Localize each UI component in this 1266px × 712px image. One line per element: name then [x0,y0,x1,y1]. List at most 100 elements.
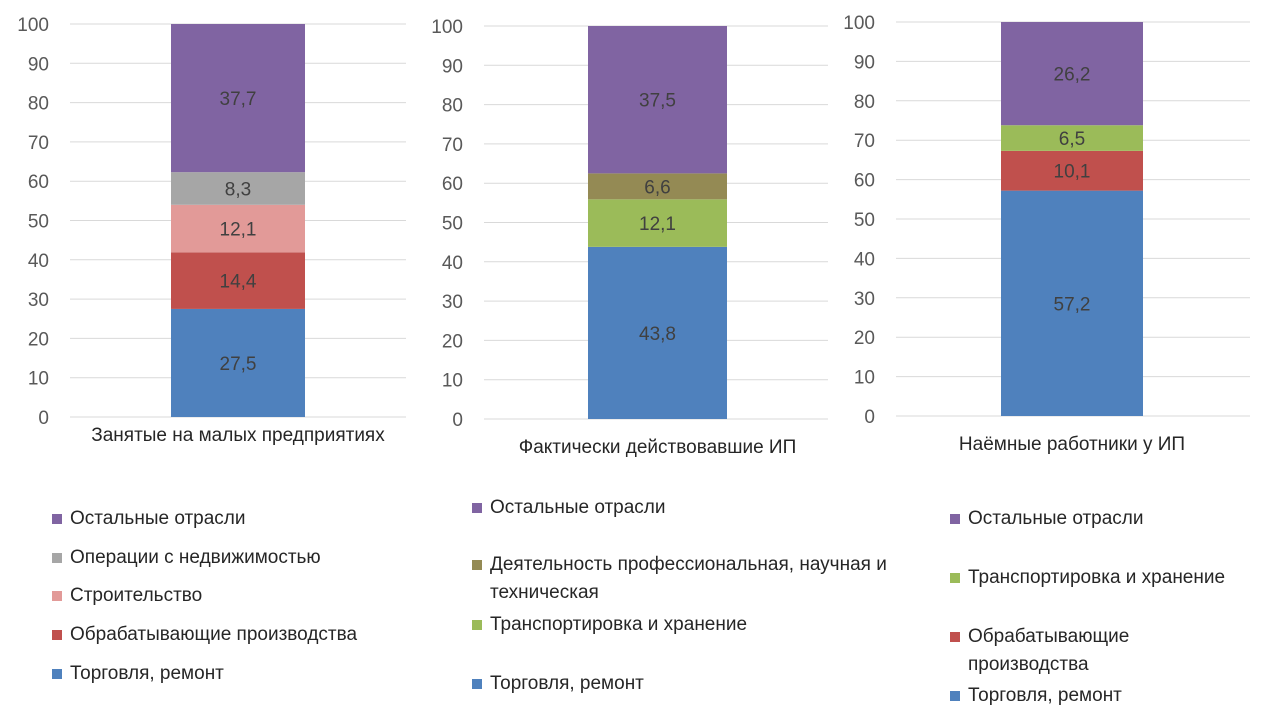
data-label: 57,2 [1054,294,1091,315]
legend-label: Торговля, ремонт [70,663,224,684]
bar-segment-0 [171,308,305,417]
y-tick-label: 70 [28,133,49,154]
y-tick-label: 0 [452,410,463,431]
legend-item: Строительство [52,582,412,610]
y-tick-label: 0 [38,408,49,429]
y-tick-label: 20 [854,328,875,349]
legend-swatch [950,691,960,701]
data-label: 37,5 [639,91,676,112]
y-tick-label: 80 [28,94,49,115]
legend-item: Операции с недвижимостью [52,544,412,572]
legend-swatch [52,669,62,679]
legend-swatch [950,514,960,524]
chart-panel-0: 0 10 20 30 40 50 60 70 80 90 100 27,5 14,4 12,1 8,3 37,… [17,15,406,446]
y-tick-label: 100 [843,13,875,34]
y-tick-label: 90 [854,52,875,73]
legend-swatch [52,591,62,601]
y-tick-label: 30 [28,290,49,311]
bar-segment-2 [171,204,305,253]
data-label: 37,7 [220,89,257,110]
legend-swatch [472,620,482,630]
data-label: 27,5 [220,354,257,375]
legend-label: Остальные отрасли [70,508,246,529]
data-label: 14,4 [220,272,257,293]
bar-segment-0 [1001,190,1143,416]
bar-segment-4 [171,24,305,173]
bar-segment-3 [1001,22,1143,126]
y-tick-label: 60 [442,174,463,195]
legend-swatch [472,503,482,513]
y-tick-label: 50 [854,210,875,231]
y-tick-label: 70 [442,135,463,156]
legend-swatch [52,630,62,640]
y-tick-label: 90 [442,56,463,77]
legend-label: Строительство [70,585,203,606]
y-tick-label: 40 [854,249,875,270]
legend-label: Обрабатывающие производства [70,624,358,645]
category-label: Занятые на малых предприятиях [91,425,385,446]
data-label: 8,3 [225,179,251,200]
category-label: Наёмные работники у ИП [959,434,1185,455]
data-label: 26,2 [1054,65,1091,86]
data-label: 12,1 [220,220,257,241]
data-label: 43,8 [639,324,676,345]
legend-label: Торговля, ремонт [490,673,644,694]
y-tick-label: 10 [442,371,463,392]
legend-item: Торговля, ремонт [472,670,912,698]
y-tick-label: 10 [28,369,49,390]
y-tick-label: 100 [431,17,463,38]
data-label: 6,6 [644,177,670,198]
chart-panel-2: 0 10 20 30 40 50 60 70 80 90 100 57,2 10,1 6,5 26,2 Наё… [843,13,1250,455]
legend-item: Транспортировка и хранение [950,564,1250,592]
y-tick-label: 20 [442,331,463,352]
y-tick-label: 40 [442,253,463,274]
legend-item: Деятельность профессиональная, научная и… [472,551,912,607]
category-label: Фактически действовавшие ИП [519,437,797,458]
legend-label: Обрабатывающие производства [968,626,1130,675]
legend-label: Остальные отрасли [490,497,666,518]
legend-item: Обрабатывающие производства [950,623,1250,679]
y-tick-label: 80 [854,92,875,113]
y-tick-label: 40 [28,251,49,272]
y-tick-label: 80 [442,96,463,117]
legend-item: Торговля, ремонт [52,660,412,688]
legend-item: Остальные отрасли [52,505,412,533]
y-tick-label: 30 [854,289,875,310]
legend-swatch [950,632,960,642]
y-tick-label: 30 [442,292,463,313]
legend-label: Транспортировка и хранение [968,567,1226,588]
legend-label: Транспортировка и хранение [490,614,748,635]
data-label: 10,1 [1054,162,1091,183]
bar-segment-2 [1001,125,1143,151]
y-tick-label: 60 [854,171,875,192]
legend-swatch [472,679,482,689]
legend-label: Деятельность профессиональная, научная и… [490,554,887,603]
y-tick-label: 50 [442,214,463,235]
data-label: 12,1 [639,214,676,235]
chart-panel-1: 0 10 20 30 40 50 60 70 80 90 100 43,8 12,1 6,6 37,5 Фак… [431,17,828,458]
bar-segment-1 [588,199,727,247]
legend-label: Остальные отрасли [968,508,1144,529]
legend-item: Обрабатывающие производства [52,621,412,649]
legend-swatch [52,553,62,563]
y-tick-label: 90 [28,54,49,75]
y-tick-label: 20 [28,329,49,350]
y-tick-label: 100 [17,15,49,36]
legend-swatch [950,573,960,583]
legend-swatch [472,560,482,570]
data-label: 6,5 [1059,129,1085,150]
legend-item: Остальные отрасли [472,494,912,522]
y-tick-label: 0 [864,407,875,428]
legend-item: Торговля, ремонт [950,682,1250,710]
legend-swatch [52,514,62,524]
legend-label: Операции с недвижимостью [70,547,321,568]
y-tick-label: 60 [28,172,49,193]
legend-item: Транспортировка и хранение [472,611,912,639]
y-tick-label: 70 [854,131,875,152]
bar-segment-3 [588,26,727,174]
bar-segment-2 [588,173,727,200]
bar-segment-1 [171,252,305,309]
bar-segment-0 [588,246,727,419]
legend-item: Остальные отрасли [950,505,1250,533]
bar-segment-1 [1001,150,1143,191]
